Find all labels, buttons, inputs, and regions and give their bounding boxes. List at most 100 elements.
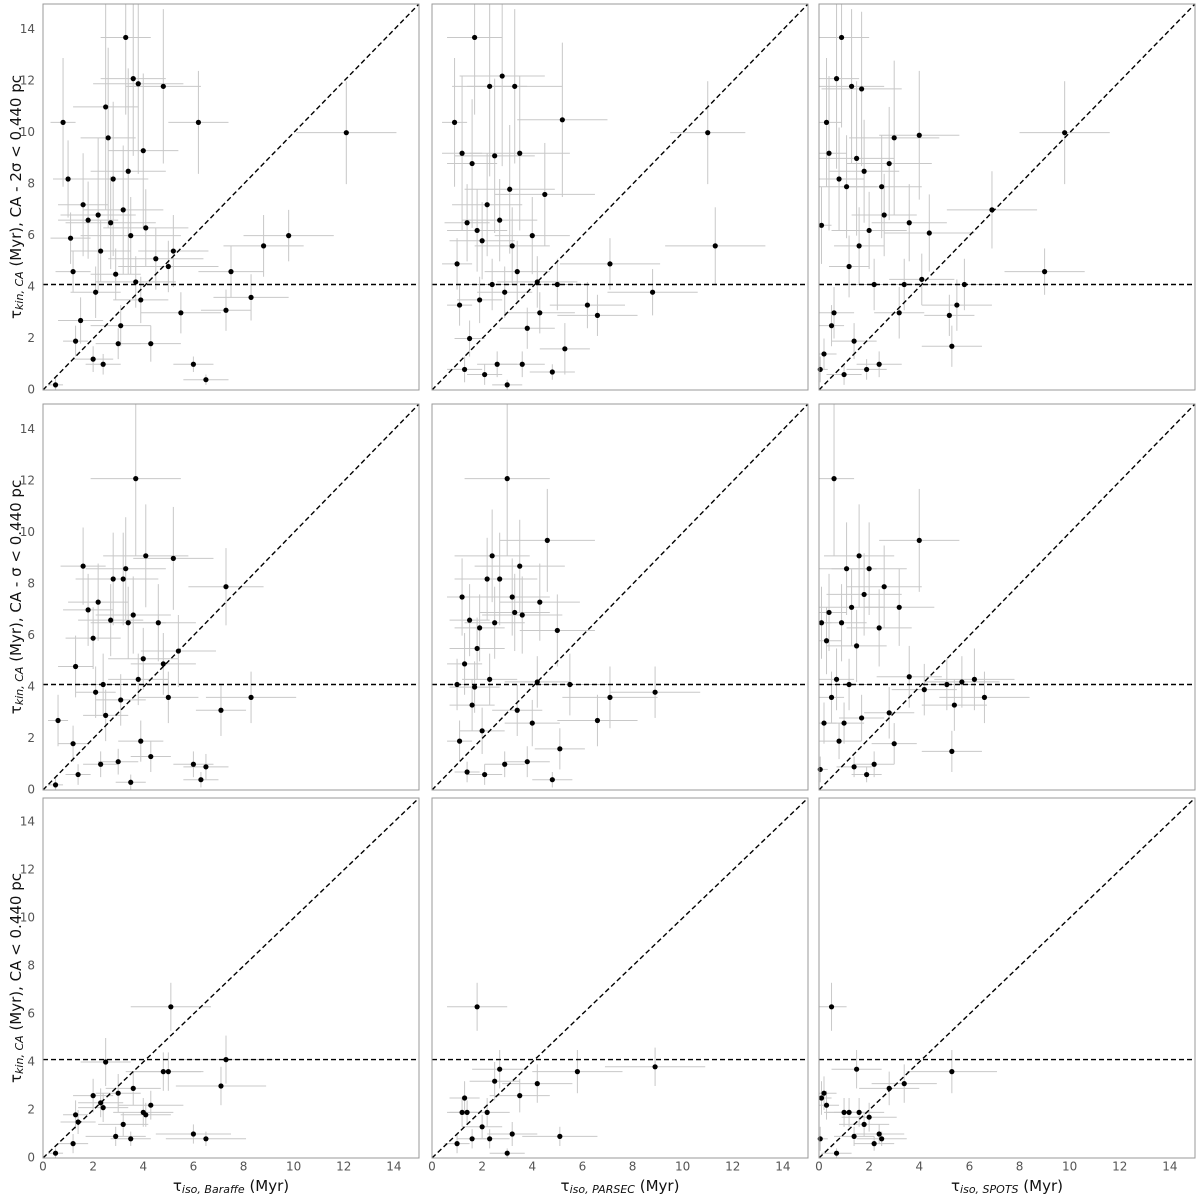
data-point (138, 297, 144, 303)
data-point (818, 222, 825, 228)
data-point (148, 753, 154, 760)
data-point (517, 150, 523, 156)
data-point (286, 233, 292, 239)
data-point (861, 168, 867, 174)
axis-label: τiso, SPOTS (Myr) (951, 1177, 1063, 1197)
data-point (854, 643, 860, 649)
panel-frame (818, 797, 1196, 1159)
error-bars (442, 4, 766, 390)
data-point (113, 1133, 119, 1139)
data-point (823, 119, 830, 125)
y-tick-label: 8 (27, 959, 35, 973)
data-point (504, 476, 510, 482)
diagonal-line (43, 404, 419, 790)
data-point (459, 150, 465, 156)
panel-frame (818, 3, 1196, 391)
data-point (143, 553, 149, 559)
y-tick-label: 12 (20, 863, 35, 877)
data-point (509, 594, 515, 600)
data-point (168, 1004, 174, 1010)
data-point (826, 150, 832, 156)
y-tick-label: 4 (27, 1055, 35, 1069)
data-point (831, 310, 837, 316)
panel-frame (42, 403, 420, 791)
data-point (946, 312, 952, 318)
data-point (864, 366, 870, 373)
data-point (78, 317, 84, 324)
data-point (133, 279, 139, 285)
data-point (705, 130, 711, 136)
x-tick-label: 6 (190, 1160, 198, 1174)
x-tick-label: 6 (966, 1160, 974, 1174)
data-point (871, 1141, 877, 1147)
data-point (484, 1109, 490, 1115)
data-point (854, 1066, 860, 1072)
data-point (843, 184, 850, 190)
reference-lines (43, 4, 419, 390)
data-point (826, 609, 832, 616)
diagonal-line (819, 404, 1195, 790)
data-point (100, 1105, 106, 1111)
data-point (479, 238, 485, 244)
data-point (95, 212, 101, 218)
y-tick-label: 14 (20, 815, 35, 829)
panel: 0 2 4 6 8 10 12 14 τkin, CA (Myr), CA - σ < 0.44… (7, 403, 420, 797)
error-bars (819, 4, 1110, 385)
data-point (203, 764, 209, 770)
data-point (260, 243, 267, 249)
data-point (487, 83, 493, 89)
label-subscript: kin, CA (13, 667, 26, 706)
y-tick-label: 10 (20, 911, 35, 925)
axis-label: τkin, CA (Myr), CA - 2σ < 0.440 pc (7, 75, 27, 319)
data-point (140, 148, 146, 154)
data-point (115, 759, 121, 765)
data-point (891, 135, 897, 141)
label-symbol: τ (173, 1177, 182, 1195)
x-tick-label: 0 (39, 1160, 47, 1174)
x-tick-label: 0 (815, 1160, 823, 1174)
data-point (517, 1093, 523, 1099)
panel-frame (42, 3, 420, 391)
data-point (90, 1093, 96, 1099)
reference-lines (432, 404, 808, 790)
data-point (65, 176, 71, 182)
data-point (454, 1141, 460, 1147)
data-point (514, 707, 520, 713)
axis-label: τkin, CA (Myr), CA < 0.440 pc (7, 873, 27, 1083)
x-tick-label: 10 (675, 1160, 690, 1174)
data-point (343, 130, 349, 136)
label-subscript: iso, SPOTS (960, 1183, 1019, 1196)
data-point (554, 281, 560, 288)
data-point (70, 1141, 76, 1147)
x-tick-label: 2 (89, 1160, 97, 1174)
data-point (456, 302, 463, 308)
data-point (554, 627, 560, 634)
data-point (836, 738, 842, 744)
data-point (846, 681, 852, 688)
data-point (494, 361, 500, 367)
data-point (456, 738, 463, 744)
data-point (190, 761, 196, 767)
x-tick-label: 2 (478, 1160, 486, 1174)
data-point (492, 153, 498, 159)
data-point (497, 1066, 503, 1072)
data-point (80, 563, 86, 569)
data-point (818, 1095, 825, 1101)
axis-label: τiso, PARSEC (Myr) (561, 1177, 680, 1197)
data-point (562, 346, 568, 352)
panel: 0 2 4 6 8 10 12 14 τiso, SPOTS (Myr) (815, 797, 1196, 1197)
data-point (130, 612, 136, 618)
y-tick-label: 0 (27, 1151, 35, 1165)
data-point (854, 155, 860, 161)
panel: 0 2 4 6 8 10 12 14 τkin, CA (Myr), CA - 2σ < 0.4… (7, 3, 420, 397)
data-point (120, 1121, 126, 1127)
data-point (843, 566, 850, 572)
data-point (115, 341, 121, 347)
x-tick-label: 8 (629, 1160, 637, 1174)
x-tick-label: 10 (1062, 1160, 1077, 1174)
data-point (916, 537, 922, 543)
data-point (218, 707, 224, 713)
data-point (120, 207, 126, 213)
label-subscript: kin, CA (13, 1035, 26, 1074)
data-point (108, 617, 114, 623)
